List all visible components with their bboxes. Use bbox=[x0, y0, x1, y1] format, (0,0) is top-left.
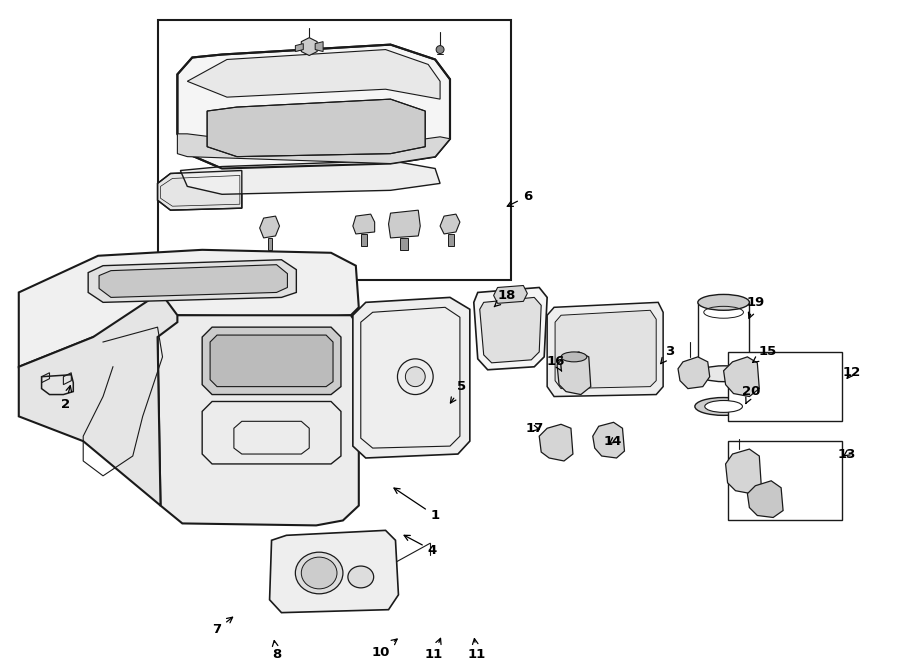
Ellipse shape bbox=[698, 366, 750, 381]
Polygon shape bbox=[260, 216, 280, 238]
Polygon shape bbox=[480, 297, 541, 363]
Text: 12: 12 bbox=[842, 366, 860, 379]
Bar bbox=[698, 302, 750, 373]
Polygon shape bbox=[158, 171, 242, 210]
Polygon shape bbox=[353, 297, 470, 458]
Text: 3: 3 bbox=[661, 346, 675, 364]
Text: 4: 4 bbox=[404, 535, 436, 557]
Circle shape bbox=[405, 367, 425, 387]
Polygon shape bbox=[158, 315, 359, 525]
Polygon shape bbox=[389, 210, 420, 238]
Text: 17: 17 bbox=[525, 422, 544, 435]
Polygon shape bbox=[315, 42, 323, 52]
Text: 15: 15 bbox=[752, 346, 777, 362]
Polygon shape bbox=[724, 357, 760, 397]
Polygon shape bbox=[295, 44, 303, 52]
Polygon shape bbox=[747, 481, 783, 518]
Text: 13: 13 bbox=[837, 447, 856, 461]
Ellipse shape bbox=[561, 352, 587, 362]
Text: 11: 11 bbox=[425, 639, 444, 661]
Polygon shape bbox=[557, 352, 590, 395]
Ellipse shape bbox=[302, 557, 337, 589]
Bar bbox=[727, 441, 842, 520]
Text: 9: 9 bbox=[0, 660, 1, 661]
Polygon shape bbox=[353, 214, 374, 234]
Circle shape bbox=[436, 46, 444, 54]
Text: 16: 16 bbox=[547, 356, 565, 371]
Text: 5: 5 bbox=[450, 380, 466, 403]
Polygon shape bbox=[448, 234, 454, 246]
Ellipse shape bbox=[698, 294, 750, 310]
Polygon shape bbox=[473, 288, 547, 369]
Text: 19: 19 bbox=[746, 296, 764, 319]
Text: 7: 7 bbox=[212, 617, 232, 636]
Polygon shape bbox=[678, 357, 710, 389]
Polygon shape bbox=[547, 302, 663, 397]
Polygon shape bbox=[725, 449, 761, 494]
Polygon shape bbox=[207, 99, 425, 157]
Polygon shape bbox=[19, 250, 359, 367]
Polygon shape bbox=[177, 134, 450, 163]
Polygon shape bbox=[180, 161, 440, 194]
Text: 1: 1 bbox=[394, 488, 440, 522]
Polygon shape bbox=[99, 264, 287, 297]
Ellipse shape bbox=[295, 552, 343, 594]
Bar bbox=[158, 20, 511, 280]
Ellipse shape bbox=[705, 401, 742, 412]
Polygon shape bbox=[593, 422, 625, 458]
Bar bbox=[727, 352, 842, 421]
Polygon shape bbox=[177, 44, 450, 169]
Text: 8: 8 bbox=[272, 641, 281, 661]
Polygon shape bbox=[555, 310, 656, 389]
Polygon shape bbox=[187, 50, 440, 99]
Polygon shape bbox=[202, 327, 341, 395]
Text: 20: 20 bbox=[742, 385, 760, 404]
Polygon shape bbox=[400, 238, 409, 250]
Polygon shape bbox=[267, 238, 272, 250]
Text: 14: 14 bbox=[603, 435, 622, 447]
Polygon shape bbox=[210, 335, 333, 387]
Polygon shape bbox=[493, 286, 527, 303]
Polygon shape bbox=[361, 234, 366, 246]
Text: 11: 11 bbox=[468, 639, 486, 661]
Polygon shape bbox=[302, 38, 317, 56]
Polygon shape bbox=[270, 530, 399, 613]
Text: 10: 10 bbox=[372, 639, 397, 659]
Polygon shape bbox=[440, 214, 460, 234]
Text: 6: 6 bbox=[508, 190, 532, 206]
Text: 2: 2 bbox=[61, 386, 71, 411]
Text: 18: 18 bbox=[494, 289, 516, 307]
Polygon shape bbox=[539, 424, 573, 461]
Polygon shape bbox=[88, 260, 296, 302]
Polygon shape bbox=[19, 292, 177, 506]
Ellipse shape bbox=[348, 566, 374, 588]
Ellipse shape bbox=[695, 397, 752, 415]
